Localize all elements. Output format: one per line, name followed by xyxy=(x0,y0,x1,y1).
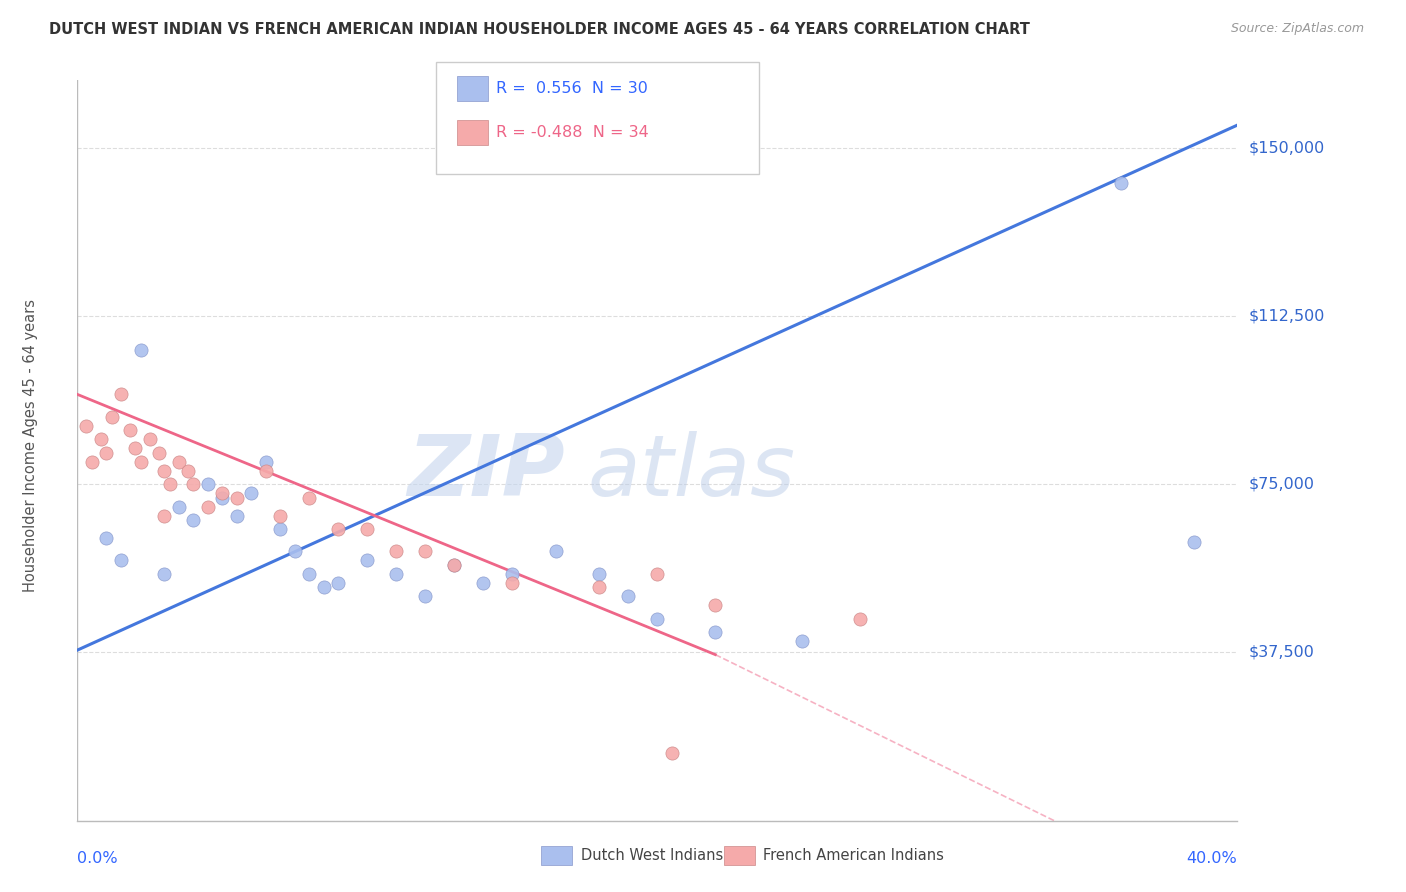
Point xyxy=(312,580,335,594)
Point xyxy=(792,634,814,648)
Point xyxy=(197,477,219,491)
Point xyxy=(225,491,247,505)
Point xyxy=(153,508,176,523)
Point xyxy=(1111,177,1133,191)
Text: DUTCH WEST INDIAN VS FRENCH AMERICAN INDIAN HOUSEHOLDER INCOME AGES 45 - 64 YEAR: DUTCH WEST INDIAN VS FRENCH AMERICAN IND… xyxy=(49,22,1031,37)
Point xyxy=(443,558,465,572)
Point xyxy=(225,508,247,523)
Point xyxy=(413,544,436,558)
Point xyxy=(148,446,170,460)
Point xyxy=(167,455,190,469)
Point xyxy=(96,531,118,545)
Point xyxy=(90,432,111,446)
Point xyxy=(298,491,321,505)
Point xyxy=(211,491,233,505)
Text: French American Indians: French American Indians xyxy=(763,848,945,863)
Text: Dutch West Indians: Dutch West Indians xyxy=(581,848,723,863)
Point xyxy=(159,477,181,491)
Point xyxy=(75,418,97,433)
Point xyxy=(183,513,205,527)
Point xyxy=(385,544,408,558)
Point xyxy=(96,446,118,460)
Text: $150,000: $150,000 xyxy=(1249,140,1324,155)
Point xyxy=(176,464,198,478)
Point xyxy=(588,566,610,581)
Point xyxy=(1182,535,1205,549)
Point xyxy=(501,566,523,581)
Text: $75,000: $75,000 xyxy=(1249,476,1315,491)
Point xyxy=(183,477,205,491)
Point xyxy=(356,553,378,567)
Point xyxy=(704,625,727,640)
Point xyxy=(661,747,683,761)
Point xyxy=(328,522,350,536)
Point xyxy=(124,441,146,455)
Point xyxy=(197,500,219,514)
Point xyxy=(849,612,872,626)
Point xyxy=(80,455,103,469)
Text: Householder Income Ages 45 - 64 years: Householder Income Ages 45 - 64 years xyxy=(24,300,38,592)
Point xyxy=(501,575,523,590)
Point xyxy=(118,423,141,437)
Point xyxy=(544,544,567,558)
Point xyxy=(588,580,610,594)
Point xyxy=(129,455,152,469)
Point xyxy=(153,464,176,478)
Point xyxy=(101,409,124,424)
Point xyxy=(269,522,291,536)
Point xyxy=(139,432,162,446)
Point xyxy=(269,508,291,523)
Point xyxy=(167,500,190,514)
Point xyxy=(240,486,263,500)
Text: 0.0%: 0.0% xyxy=(77,851,118,866)
Point xyxy=(298,566,321,581)
Text: ZIP: ZIP xyxy=(406,431,565,514)
Point xyxy=(110,387,132,401)
Point xyxy=(443,558,465,572)
Text: $112,500: $112,500 xyxy=(1249,309,1324,323)
Point xyxy=(617,589,640,603)
Point xyxy=(356,522,378,536)
Point xyxy=(647,566,669,581)
Point xyxy=(254,464,277,478)
Point xyxy=(211,486,233,500)
Text: R = -0.488  N = 34: R = -0.488 N = 34 xyxy=(496,126,650,140)
Text: Source: ZipAtlas.com: Source: ZipAtlas.com xyxy=(1230,22,1364,36)
Point xyxy=(110,553,132,567)
Point xyxy=(647,612,669,626)
Point xyxy=(413,589,436,603)
Point xyxy=(284,544,307,558)
Text: 40.0%: 40.0% xyxy=(1187,851,1237,866)
Point xyxy=(385,566,408,581)
Point xyxy=(153,566,176,581)
Text: R =  0.556  N = 30: R = 0.556 N = 30 xyxy=(496,81,648,95)
Point xyxy=(129,343,152,357)
Point xyxy=(472,575,495,590)
Point xyxy=(254,455,277,469)
Point xyxy=(704,599,727,613)
Point xyxy=(328,575,350,590)
Text: atlas: atlas xyxy=(588,431,796,514)
Text: $37,500: $37,500 xyxy=(1249,645,1315,660)
